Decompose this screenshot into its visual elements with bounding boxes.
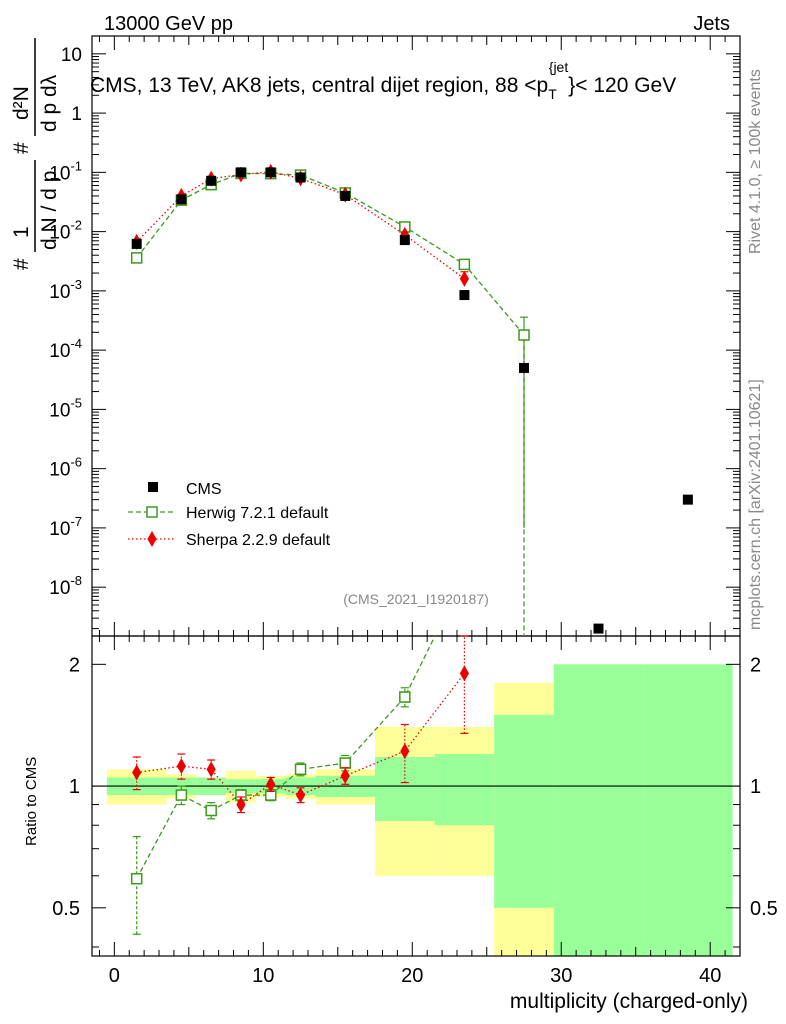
cms-point <box>459 290 470 301</box>
herwig-ratio-point <box>130 872 143 885</box>
herwig-ratio-point <box>205 804 217 817</box>
ratio-y-axis-label: Ratio to CMS <box>23 757 40 846</box>
y-tick-label-main: 10-2 <box>49 218 82 244</box>
herwig-ratio-point <box>399 691 411 703</box>
ratio-plot-frame <box>91 635 741 957</box>
legend-herwig-marker <box>146 506 158 518</box>
mcplots-label: mcplots.cern.ch [arXiv:2401.10621] <box>747 379 764 630</box>
legend-cms-label: CMS <box>186 481 222 498</box>
rivet-label: Rivet 4.1.0, ≥ 100k events <box>747 69 764 254</box>
y-tick-label-main: 10-3 <box>49 277 82 303</box>
herwig-ratio-point <box>339 757 351 769</box>
ylabel-numer-2: d²N <box>10 86 33 120</box>
x-tick-label: 0 <box>109 965 120 987</box>
y-tick-label-ratio-right: 1 <box>750 776 761 798</box>
ratio-uncertainty-bands <box>106 664 733 956</box>
band-green-11 <box>643 664 733 956</box>
ylabel-denom-2: d p dλ <box>38 74 61 132</box>
legend-cms-marker <box>148 482 158 492</box>
ratio-series-layer <box>130 635 469 935</box>
legend-sherpa-label: Sherpa 2.2.9 default <box>186 532 331 549</box>
y-tick-label-main: 1 <box>71 104 82 125</box>
y-tick-label-ratio-left: 1 <box>69 776 80 798</box>
ylabel-hash-1: # <box>10 258 33 270</box>
sherpa-ratio-point <box>236 796 246 813</box>
sherpa-ratio-point <box>340 767 350 784</box>
legend-sherpa-marker <box>147 530 157 548</box>
cms-point <box>206 175 217 186</box>
y-tick-label-main: 10-7 <box>49 514 82 540</box>
herwig-point <box>518 329 530 341</box>
sherpa-ratio-point <box>176 758 186 775</box>
ylabel-numer-1: 1 <box>10 226 33 238</box>
cms-point <box>176 194 187 205</box>
ratio-y-tick-labels: 0.5 0.5 1 1 2 2 <box>52 654 778 919</box>
cms-point <box>340 190 351 201</box>
herwig-point <box>458 258 471 271</box>
sherpa-ratio-point <box>266 776 276 793</box>
plot-title-sub: T <box>548 86 557 102</box>
plot-title-main: CMS, 13 TeV, AK8 jets, central dijet reg… <box>90 74 548 97</box>
ratio-line-0 <box>136 635 436 880</box>
y-tick-label-main: 10-8 <box>49 573 82 599</box>
cms-point <box>399 235 410 246</box>
band-green-8 <box>434 754 495 826</box>
legend: CMS Herwig 7.2.1 default Sherpa 2.2.9 de… <box>128 481 331 549</box>
cms-point <box>265 167 276 178</box>
x-tick-labels: 0 10 20 30 40 <box>109 965 722 987</box>
sherpa-ratio-point <box>132 764 142 781</box>
band-green-9 <box>494 714 554 908</box>
x-tick-label: 20 <box>401 965 423 987</box>
cms-point <box>235 167 246 178</box>
herwig-point <box>130 252 143 264</box>
plot-title-sup: {jet <box>549 59 569 75</box>
y-tick-label-ratio-left: 0.5 <box>52 898 80 920</box>
band-green-7 <box>375 756 435 821</box>
sherpa-ratio-point <box>400 743 410 760</box>
y-tick-label-main: 10-4 <box>49 336 82 362</box>
analysis-id: (CMS_2021_I1920187) <box>343 591 489 607</box>
y-tick-label-main: 10-5 <box>49 395 82 421</box>
y-tick-label-ratio-right: 0.5 <box>750 898 778 920</box>
series-line-1 <box>136 171 465 280</box>
cms-point <box>519 362 529 373</box>
sherpa-ratio-point <box>295 787 306 804</box>
header-right-label: Jets <box>693 13 730 35</box>
x-tick-label: 40 <box>699 965 721 987</box>
main-y-axis-label: # 1 d N / d p # d²N d p dλ <box>10 38 61 270</box>
ylabel-hash-2: # <box>10 142 33 154</box>
sherpa-ratio-point <box>459 665 469 682</box>
cms-point <box>295 172 306 183</box>
main-y-tick-labels: 10 1 10-1 10-2 10-3 10-4 10-5 10-6 10-7 10-8 <box>49 45 82 599</box>
y-tick-label-main: 10 <box>61 45 82 66</box>
herwig-ratio-point <box>294 763 307 776</box>
band-green-10 <box>553 664 644 956</box>
plot-title: CMS, 13 TeV, AK8 jets, central dijet reg… <box>90 59 676 102</box>
legend-herwig-label: Herwig 7.2.1 default <box>186 505 329 522</box>
y-tick-label-main: 10-1 <box>49 158 82 184</box>
cms-point <box>682 494 693 505</box>
sherpa-point <box>459 270 469 287</box>
cms-point <box>131 238 142 249</box>
axis-ticks <box>92 35 741 956</box>
main-series-layer <box>130 163 693 636</box>
x-tick-label: 10 <box>252 965 274 987</box>
y-tick-label-ratio-left: 2 <box>69 654 80 676</box>
x-axis-label: multiplicity (charged-only) <box>510 990 748 1013</box>
series-line-0 <box>136 172 525 636</box>
herwig-ratio-point <box>175 789 188 801</box>
sherpa-ratio-point <box>206 761 216 778</box>
plot-title-end: }< 120 GeV <box>568 74 676 97</box>
header-left-label: 13000 GeV pp <box>104 13 233 35</box>
y-tick-label-main: 10-6 <box>49 455 82 481</box>
y-tick-label-ratio-right: 2 <box>750 654 761 676</box>
cms-point <box>593 623 604 634</box>
x-tick-label: 30 <box>550 965 572 987</box>
ylabel-denom-1: d N / d p <box>38 171 61 250</box>
